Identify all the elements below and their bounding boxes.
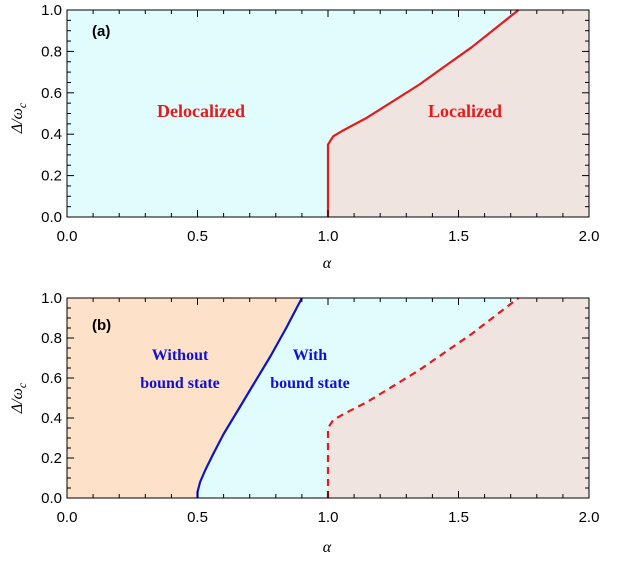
panel-b-label: (b) bbox=[92, 317, 111, 334]
region-label-without-line1: Without bbox=[152, 347, 209, 364]
y-tick-label: 0.2 bbox=[41, 168, 62, 185]
y-tick-label: 0.8 bbox=[41, 330, 62, 347]
y-tick-label: 1.0 bbox=[41, 290, 62, 307]
panel-b: 0.0 0.5 1.0 1.5 2.0 0.0 0.2 0.4 0.6 0.8 1.0 (b) Wi… bbox=[9, 290, 599, 556]
panel-b-region-fills bbox=[67, 298, 589, 498]
phase-boundary-red-dashed bbox=[326, 297, 520, 498]
x-tick-label: 2.0 bbox=[579, 228, 600, 245]
region-label-localized: Localized bbox=[428, 101, 502, 121]
panel-b-xlabel: α bbox=[323, 539, 332, 556]
region-fill-localized bbox=[328, 10, 589, 217]
x-tick-label: 1.0 bbox=[318, 228, 339, 245]
panel-a-xlabel: α bbox=[323, 255, 332, 272]
panel-a-ylabel: Δ/ωc bbox=[9, 102, 29, 134]
panel-b-curves bbox=[196, 297, 520, 498]
y-tick-label: 0.2 bbox=[41, 450, 62, 467]
y-tick-label: 1.0 bbox=[41, 2, 62, 19]
phase-boundary-blue-solid bbox=[196, 297, 303, 498]
panel-a-ylabel-sub: c bbox=[15, 102, 29, 108]
y-tick-label: 0.6 bbox=[41, 370, 62, 387]
x-tick-label: 0.0 bbox=[57, 228, 78, 245]
panel-a-ticks: 0.0 0.5 1.0 1.5 2.0 0.0 0.2 0.4 0.6 0.8 1.0 bbox=[41, 2, 599, 245]
panel-b-ylabel: Δ/ωc bbox=[9, 382, 29, 414]
region-fill-localized bbox=[328, 298, 589, 498]
x-tick-label: 0.5 bbox=[187, 228, 208, 245]
phase-boundary-red-solid bbox=[326, 9, 520, 217]
panel-a: 0.0 0.5 1.0 1.5 2.0 0.0 0.2 0.4 0.6 0.8 1.0 (a) De… bbox=[9, 2, 599, 272]
region-label-with-line2: bound state bbox=[270, 375, 350, 392]
panel-b-ylabel-sub: c bbox=[15, 382, 29, 388]
y-tick-label: 0.4 bbox=[41, 126, 62, 143]
region-label-with-line1: With bbox=[293, 347, 327, 364]
panel-b-ylabel-main: Δ/ω bbox=[9, 388, 26, 414]
x-tick-label: 2.0 bbox=[579, 509, 600, 526]
y-tick-label: 0.6 bbox=[41, 85, 62, 102]
x-tick-label: 0.0 bbox=[57, 509, 78, 526]
panel-b-ticks: 0.0 0.5 1.0 1.5 2.0 0.0 0.2 0.4 0.6 0.8 1.0 bbox=[41, 290, 599, 526]
panel-a-curves bbox=[326, 9, 520, 217]
region-fill-without-bound bbox=[67, 298, 302, 498]
x-tick-label: 0.5 bbox=[187, 509, 208, 526]
x-tick-label: 1.0 bbox=[318, 509, 339, 526]
y-tick-label: 0.4 bbox=[41, 410, 62, 427]
panel-a-ylabel-main: Δ/ω bbox=[9, 108, 26, 134]
region-label-delocalized: Delocalized bbox=[157, 101, 245, 121]
y-tick-label: 0.0 bbox=[41, 490, 62, 507]
region-label-without-line2: bound state bbox=[140, 375, 220, 392]
x-tick-label: 1.5 bbox=[448, 509, 469, 526]
y-tick-label: 0.8 bbox=[41, 43, 62, 60]
y-tick-label: 0.0 bbox=[41, 209, 62, 226]
panel-a-label: (a) bbox=[92, 23, 110, 40]
x-tick-label: 1.5 bbox=[448, 228, 469, 245]
